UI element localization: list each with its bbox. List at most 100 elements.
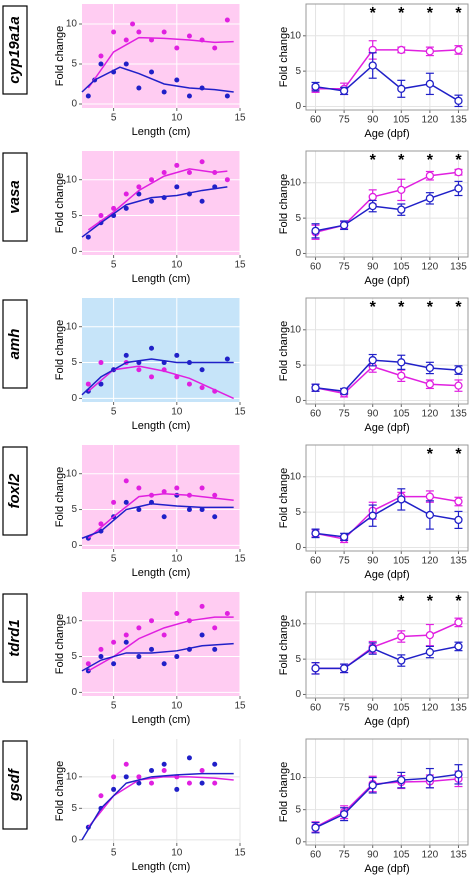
data-point xyxy=(123,632,129,638)
data-point xyxy=(224,177,230,183)
x-tick-label: 10 xyxy=(171,407,183,418)
data-point xyxy=(186,170,192,176)
fit-line xyxy=(81,772,234,841)
data-point xyxy=(136,625,142,631)
data-point xyxy=(368,192,377,202)
data-point xyxy=(98,654,104,660)
data-point xyxy=(425,363,435,373)
x-tick-label: 120 xyxy=(422,556,439,567)
plot-background xyxy=(82,298,240,402)
data-point xyxy=(149,177,155,183)
data-point xyxy=(111,29,117,35)
series-line xyxy=(315,64,459,102)
y-tick-label: 0 xyxy=(71,687,77,698)
significance-marker: * xyxy=(427,593,434,610)
data-point xyxy=(149,618,155,624)
data-point xyxy=(212,780,218,786)
series-line xyxy=(315,187,459,232)
plot-background xyxy=(82,4,240,108)
significance-marker: * xyxy=(455,446,462,463)
gene-label-box xyxy=(2,446,28,536)
x-axis-label: Length (cm) xyxy=(132,861,191,873)
x-axis-label: Length (cm) xyxy=(132,714,191,726)
x-axis-label: Length (cm) xyxy=(132,273,191,285)
y-tick-label: 0 xyxy=(295,689,301,700)
data-point xyxy=(85,93,91,99)
y-axis-label: Fold change xyxy=(278,27,290,88)
x-axis-label: Length (cm) xyxy=(132,420,191,432)
y-tick-label: 5 xyxy=(295,360,301,371)
data-point xyxy=(454,184,463,193)
data-point xyxy=(397,185,406,195)
data-point xyxy=(123,774,129,780)
y-axis-label: Fold change xyxy=(278,174,290,235)
x-tick-label: 90 xyxy=(367,409,379,420)
data-point xyxy=(224,611,230,617)
y-tick-label: 5 xyxy=(295,654,301,665)
significance-marker: * xyxy=(398,299,405,316)
data-point xyxy=(111,774,117,780)
gene-label: gsdf xyxy=(6,767,23,802)
x-tick-label: 5 xyxy=(111,260,117,271)
data-point xyxy=(212,514,218,520)
data-point xyxy=(98,793,104,799)
x-tick-label: 135 xyxy=(450,850,467,861)
data-point xyxy=(149,780,155,786)
fit-line xyxy=(81,503,234,539)
data-point xyxy=(98,360,104,366)
x-tick-label: 15 xyxy=(234,407,246,418)
data-point xyxy=(98,521,104,527)
series-line xyxy=(315,645,459,670)
x-tick-label: 120 xyxy=(422,703,439,714)
series-line xyxy=(315,359,459,393)
significance-marker: * xyxy=(398,593,405,610)
data-point xyxy=(174,352,180,358)
data-point xyxy=(161,29,167,35)
data-point xyxy=(111,786,117,792)
y-tick-label: 0 xyxy=(71,834,77,845)
data-point xyxy=(425,79,435,89)
y-tick-label: 5 xyxy=(71,357,77,368)
y-axis-label: Fold change xyxy=(54,320,66,381)
y-tick-label: 10 xyxy=(66,468,78,479)
data-point xyxy=(212,492,218,498)
y-tick-label: 0 xyxy=(295,542,301,553)
data-point xyxy=(199,507,205,513)
data-point xyxy=(136,485,142,491)
x-tick-label: 105 xyxy=(393,115,410,126)
data-point xyxy=(186,381,192,387)
data-point xyxy=(136,85,142,91)
x-tick-label: 60 xyxy=(310,703,322,714)
significance-marker: * xyxy=(455,152,462,169)
y-axis-label: Fold change xyxy=(54,467,66,528)
plot-border xyxy=(305,738,469,846)
x-axis-label: Age (dpf) xyxy=(364,569,409,581)
plot-background xyxy=(305,297,469,405)
data-point xyxy=(339,387,349,396)
data-point xyxy=(212,625,218,631)
data-point xyxy=(199,780,205,786)
plot-background xyxy=(82,739,240,843)
data-point xyxy=(98,213,104,219)
data-point xyxy=(425,647,435,657)
data-point xyxy=(186,33,192,39)
y-tick-label: 0 xyxy=(71,540,77,551)
data-point xyxy=(149,646,155,652)
gene-label-box xyxy=(2,740,28,830)
y-tick-label: 10 xyxy=(66,771,78,782)
data-point xyxy=(212,646,218,652)
x-axis-label: Length (cm) xyxy=(132,567,191,579)
data-point xyxy=(111,639,117,645)
x-tick-label: 135 xyxy=(450,409,467,420)
significance-marker: * xyxy=(370,299,377,316)
data-point xyxy=(98,646,104,652)
x-tick-label: 15 xyxy=(234,113,246,124)
x-tick-label: 135 xyxy=(450,556,467,567)
gene-label: cyp19a1a xyxy=(6,16,23,84)
data-point xyxy=(425,380,435,389)
y-axis-label: Fold change xyxy=(54,26,66,87)
x-tick-label: 120 xyxy=(422,115,439,126)
plot-background xyxy=(82,151,240,255)
x-tick-label: 75 xyxy=(339,556,351,567)
plot-border xyxy=(305,444,469,552)
